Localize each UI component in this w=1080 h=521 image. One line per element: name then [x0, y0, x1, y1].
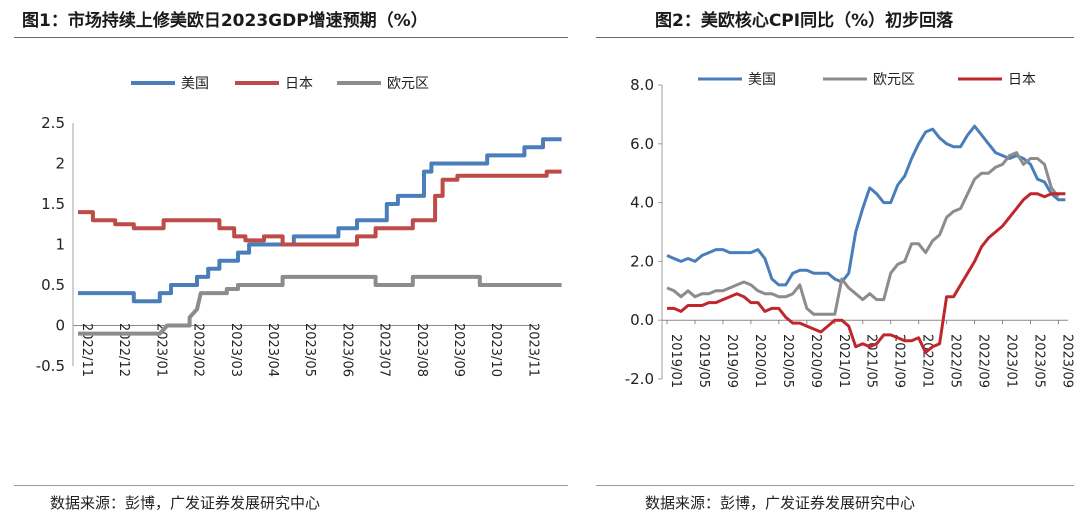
x-tick-label: 2023/01 — [153, 323, 168, 377]
x-tick-label: 2022/09 — [976, 334, 991, 388]
y-tick-label: 1.5 — [41, 195, 65, 213]
series-line-美国 — [666, 124, 1066, 287]
x-tick-label: 2022/05 — [948, 334, 963, 388]
y-tick-label: 2.0 — [630, 252, 654, 270]
x-tick-label: 2020/09 — [808, 334, 823, 388]
x-tick-label: 2023/06 — [339, 323, 354, 377]
legend-label-美国: 美国 — [181, 76, 209, 92]
x-tick-label: 2023/01 — [1004, 334, 1019, 388]
x-tick-label: 2023/08 — [414, 323, 429, 377]
x-tick-label: 2023/11 — [525, 323, 540, 377]
x-tick-label: 2021/05 — [864, 334, 879, 388]
right-source-rule — [596, 485, 1074, 486]
series-line-日本 — [78, 169, 562, 247]
y-tick-label: 1 — [55, 236, 65, 254]
x-tick-label: 2023/02 — [191, 323, 206, 377]
x-tick-label: 2019/05 — [696, 334, 711, 388]
left-source-rule — [14, 485, 568, 486]
legend-label-日本: 日本 — [285, 76, 313, 92]
x-tick-label: 2021/01 — [836, 334, 851, 388]
right-source-note: 数据来源：彭博，广发证券发展研究中心 — [645, 494, 916, 512]
y-tick-label: 2 — [55, 155, 65, 173]
x-tick-label: 2023/10 — [488, 323, 503, 377]
x-tick-label: 2023/05 — [302, 323, 317, 377]
legend-label-美国: 美国 — [748, 72, 776, 88]
left-chart-title: 图1：市场持续上修美欧日2023GDP增速预期（%） — [22, 11, 428, 31]
x-tick-label: 2020/01 — [752, 334, 767, 388]
x-tick-label: 2019/01 — [668, 334, 683, 388]
x-tick-label: 2023/07 — [377, 323, 392, 377]
y-tick-label: 2.5 — [41, 114, 65, 132]
right-line-chart: 8.0 6.0 4.0 2.0 0.0 -2.0 2019/01 2019/05 2019/09… — [625, 72, 1075, 388]
right-title-rule — [596, 37, 1074, 38]
x-tick-label: 2020/05 — [780, 334, 795, 388]
legend-label-日本: 日本 — [1008, 72, 1036, 88]
y-tick-label: 6.0 — [630, 135, 654, 153]
y-tick-label: 0.0 — [630, 311, 654, 329]
right-chart-title: 图2：美欧核心CPI同比（%）初步回落 — [655, 11, 954, 31]
left-source-note: 数据来源：彭博，广发证券发展研究中心 — [50, 494, 321, 512]
y-tick-label: 0.5 — [41, 276, 65, 294]
y-tick-label: 8.0 — [630, 76, 654, 94]
legend-label-欧元区: 欧元区 — [387, 76, 429, 92]
series-line-美国 — [78, 137, 562, 304]
y-tick-label: 4.0 — [630, 194, 654, 212]
x-tick-label: 2023/03 — [228, 323, 243, 377]
left-title-rule — [14, 37, 568, 38]
x-tick-label: 2022/11 — [79, 323, 94, 377]
x-tick-label: 2022/12 — [116, 323, 131, 377]
x-tick-label: 2023/09 — [451, 323, 466, 377]
x-tick-label: 2019/09 — [724, 334, 739, 388]
legend-label-欧元区: 欧元区 — [873, 72, 915, 88]
y-tick-label: -0.5 — [36, 357, 65, 375]
series-line-欧元区 — [666, 151, 1060, 316]
x-tick-label: 2023/09 — [1059, 334, 1074, 388]
x-tick-label: 2023/05 — [1031, 334, 1046, 388]
y-tick-label: 0 — [55, 317, 65, 335]
x-tick-label: 2021/09 — [892, 334, 907, 388]
series-line-日本 — [667, 192, 1066, 354]
series-line-欧元区 — [78, 274, 562, 336]
x-tick-label: 2023/04 — [265, 323, 280, 377]
left-line-chart: 2.5 2 1.5 1 0.5 0 -0.5 2022/11 2022/12 2023/01 202… — [36, 76, 562, 377]
y-tick-label: -2.0 — [625, 370, 654, 388]
